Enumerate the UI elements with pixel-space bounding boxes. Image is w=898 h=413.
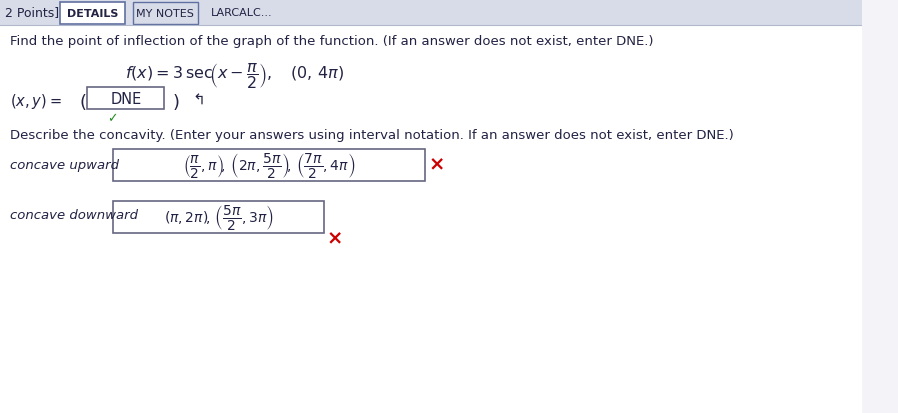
FancyBboxPatch shape — [87, 88, 164, 110]
Text: ×: × — [327, 228, 343, 247]
Text: $\left(\dfrac{\pi}{2},\pi\right)\!,\,\left(2\pi,\dfrac{5\pi}{2}\right)\!,\,\left: $\left(\dfrac{\pi}{2},\pi\right)\!,\,\le… — [182, 150, 355, 179]
Text: Describe the concavity. (Enter your answers using interval notation. If an answe: Describe the concavity. (Enter your answ… — [10, 129, 734, 142]
FancyBboxPatch shape — [113, 202, 323, 233]
Text: $\Lsh$: $\Lsh$ — [190, 92, 205, 107]
FancyBboxPatch shape — [133, 3, 198, 25]
Text: LARCALC...: LARCALC... — [211, 8, 273, 18]
Text: $\ )$: $\ )$ — [167, 92, 180, 112]
Text: MY NOTES: MY NOTES — [136, 9, 194, 19]
Text: $(x, y) =$: $(x, y) =$ — [10, 92, 61, 111]
Text: ×: × — [428, 155, 445, 174]
FancyBboxPatch shape — [59, 3, 125, 25]
Text: $f(x) = 3\,\mathrm{sec}\!\left(x - \dfrac{\pi}{2}\right),\quad (0,\,4\pi)$: $f(x) = 3\,\mathrm{sec}\!\left(x - \dfra… — [125, 61, 344, 91]
Text: concave downward: concave downward — [10, 209, 137, 221]
Bar — [0, 0, 862, 26]
Text: DETAILS: DETAILS — [66, 9, 118, 19]
Text: $(\pi,2\pi)\!,\,\left(\dfrac{5\pi}{2},3\pi\right)$: $(\pi,2\pi)\!,\,\left(\dfrac{5\pi}{2},3\… — [164, 202, 274, 231]
Text: DNE: DNE — [110, 91, 142, 106]
Text: concave upward: concave upward — [10, 159, 119, 171]
Text: $(\ $: $(\ $ — [79, 92, 86, 112]
FancyBboxPatch shape — [113, 150, 425, 182]
Text: 2 Points]: 2 Points] — [4, 7, 59, 19]
Text: ✓: ✓ — [108, 112, 118, 125]
Text: Find the point of inflection of the graph of the function. (If an answer does no: Find the point of inflection of the grap… — [10, 35, 653, 48]
